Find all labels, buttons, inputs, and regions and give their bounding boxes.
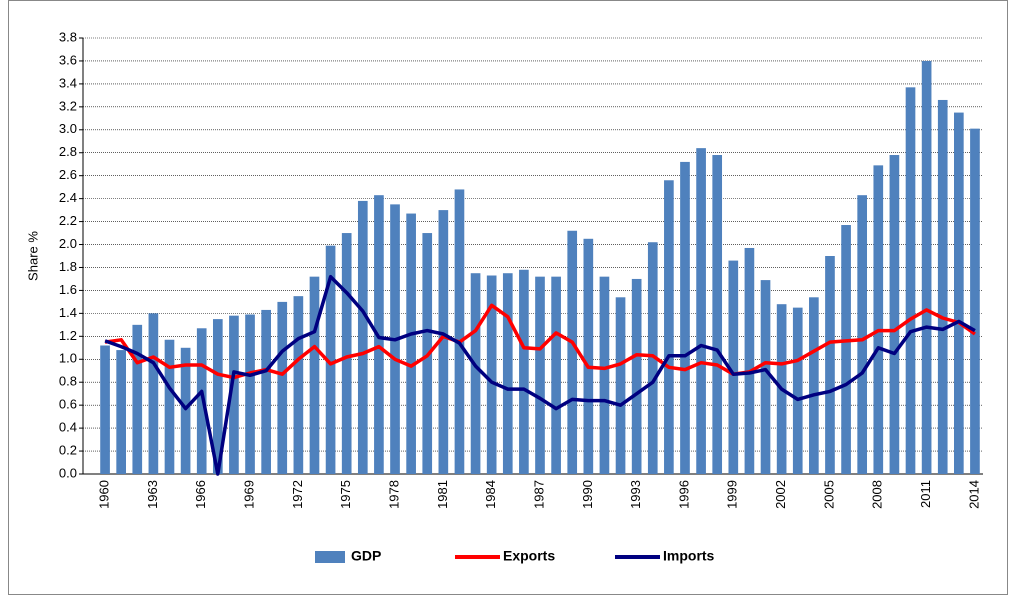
- line: [104, 274, 976, 476]
- x-tick-label: 2014: [966, 480, 981, 509]
- x-tick-label: 1960: [96, 480, 111, 509]
- bar: [229, 315, 239, 474]
- bar: [535, 276, 545, 474]
- bar: [293, 296, 304, 474]
- bar: [937, 99, 948, 475]
- bar: [889, 155, 900, 474]
- x-tick-label: 1996: [676, 480, 691, 509]
- bar: [357, 200, 368, 474]
- x-tick-label: 1966: [193, 480, 208, 509]
- x-tick-label: 2005: [821, 480, 836, 509]
- y-tick-label: 1.2: [59, 328, 77, 343]
- bar: [905, 87, 916, 474]
- bar: [647, 242, 658, 474]
- bar: [792, 307, 803, 474]
- x-tick-label: 1990: [580, 480, 595, 509]
- bar: [245, 314, 255, 474]
- y-tick-label: 1.0: [59, 351, 77, 366]
- bar: [680, 161, 690, 475]
- bar: [696, 148, 706, 474]
- bar: [470, 273, 481, 474]
- bar: [116, 350, 126, 474]
- y-tick-label: 3.0: [59, 121, 77, 136]
- bar: [454, 189, 465, 474]
- bar: [760, 280, 771, 474]
- bar: [261, 309, 271, 474]
- bar: [954, 112, 964, 474]
- bar: [132, 324, 143, 474]
- x-tick-label: 1984: [483, 480, 498, 509]
- bar: [180, 347, 191, 474]
- y-axis-label: Share %: [25, 231, 40, 281]
- y-tick-label: 3.8: [59, 29, 77, 44]
- y-tick-label: 2.8: [59, 144, 77, 159]
- y-tick-label: 3.6: [59, 52, 77, 67]
- bar: [309, 276, 320, 474]
- y-tick-label: 0.8: [59, 374, 77, 389]
- x-tick-label: 1963: [145, 480, 160, 509]
- y-tick-label: 2.2: [59, 213, 77, 228]
- bar: [857, 195, 868, 475]
- y-tick-label: 3.4: [59, 75, 77, 90]
- y-tick-label: 2.6: [59, 167, 77, 182]
- x-tick-label: 2011: [918, 480, 933, 508]
- legend-label: GDP: [351, 548, 381, 564]
- x-tick-label: 2002: [773, 480, 788, 509]
- legend-swatch: [315, 551, 345, 563]
- y-tick-label: 1.4: [59, 305, 77, 320]
- bar: [970, 128, 980, 475]
- bar: [631, 278, 642, 474]
- bar: [825, 256, 835, 474]
- x-tick-label: 1978: [386, 480, 401, 509]
- bar: [921, 60, 932, 475]
- x-tick-label: 1975: [338, 480, 353, 509]
- x-tick-label: 1999: [725, 480, 740, 509]
- x-tick-label: 2008: [870, 480, 885, 509]
- x-tick-label: 1981: [435, 480, 450, 509]
- x-tick-label: 1993: [628, 480, 643, 509]
- bar: [519, 269, 529, 474]
- bar: [712, 155, 723, 474]
- bar: [567, 230, 578, 474]
- bar: [615, 297, 626, 474]
- y-tick-label: 3.2: [59, 98, 77, 113]
- bar: [502, 273, 513, 474]
- bar: [277, 301, 288, 474]
- bar: [406, 213, 416, 474]
- bar: [583, 238, 594, 474]
- bar: [341, 233, 352, 474]
- y-tick-label: 1.6: [59, 282, 77, 297]
- y-tick-label: 0.2: [59, 442, 77, 457]
- bar: [100, 345, 110, 474]
- y-tick-label: 1.8: [59, 259, 77, 274]
- bar: [809, 297, 819, 474]
- bar: [873, 165, 884, 474]
- bar: [196, 328, 207, 474]
- bar: [664, 180, 674, 474]
- bar: [164, 339, 175, 474]
- bar: [551, 276, 561, 474]
- x-tick-label: 1969: [241, 480, 256, 509]
- legend-label: Exports: [503, 548, 555, 564]
- bar: [438, 210, 449, 474]
- y-tick-label: 0.4: [59, 420, 77, 435]
- bar: [486, 275, 497, 474]
- x-tick-label: 1972: [290, 480, 305, 509]
- bar: [325, 245, 336, 474]
- bar: [744, 247, 755, 474]
- bar: [599, 276, 610, 474]
- y-tick-label: 0.6: [59, 397, 77, 412]
- y-tick-label: 2.4: [59, 190, 77, 205]
- y-tick-label: 2.0: [59, 236, 77, 251]
- bar: [212, 319, 223, 474]
- x-tick-label: 1987: [531, 480, 546, 509]
- bar: [148, 313, 159, 474]
- bar: [728, 260, 739, 474]
- line: [104, 303, 976, 380]
- legend-label: Imports: [663, 548, 715, 564]
- bar: [841, 225, 851, 474]
- y-tick-label: 0.0: [59, 465, 77, 480]
